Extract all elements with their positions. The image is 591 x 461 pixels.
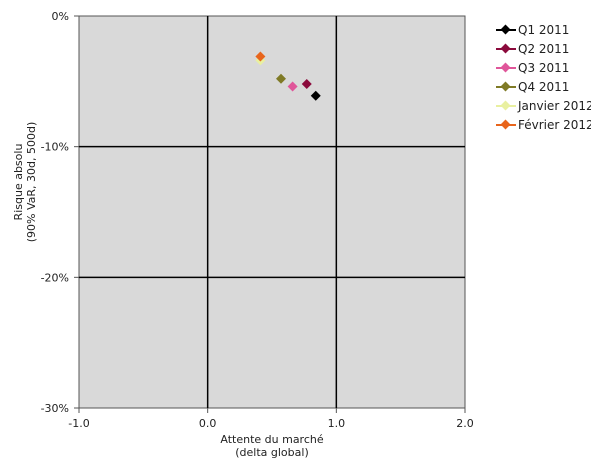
x-axis-title-line2: (delta global) [235,446,309,459]
y-tick-label: -10% [41,141,69,154]
legend-label: Q4 2011 [518,79,570,94]
legend-label: Janvier 2012 [518,98,591,113]
legend-marker-icon [496,62,516,74]
data-point-marker [276,73,287,84]
legend-item: Q1 2011 [496,20,591,39]
x-tick-label: -1.0 [68,417,89,430]
legend-marker-icon [496,81,516,93]
data-point-marker [301,78,312,89]
y-axis-title-line1: Risque absolu [12,144,25,221]
y-axis-ticks: 0% -10% -20% -30% [41,10,79,415]
y-tick-label: -30% [41,402,69,415]
x-axis-ticks: -1.0 0.0 1.0 2.0 [68,408,474,430]
y-tick-label: -20% [41,271,69,284]
y-axis-title-line2: (90% VaR, 30d, 500d) [25,122,38,243]
data-point-marker [255,51,266,62]
legend-marker-icon [496,100,516,112]
legend-item: Q4 2011 [496,77,591,96]
x-tick-label: 2.0 [456,417,474,430]
legend-label: Q1 2011 [518,22,570,37]
legend-marker-icon [496,24,516,36]
legend-label: Q3 2011 [518,60,570,75]
legend-label: Q2 2011 [518,41,570,56]
data-points [255,51,321,101]
data-point-marker [310,90,321,101]
legend-marker-icon [496,119,516,131]
legend-label: Février 2012 [518,117,591,132]
legend-item: Février 2012 [496,115,591,134]
x-tick-label: 1.0 [328,417,346,430]
legend-item: Q2 2011 [496,39,591,58]
legend: Q1 2011 Q2 2011 Q3 2011 Q4 2011 Janvier 2012… [496,20,591,134]
legend-item: Janvier 2012 [496,96,591,115]
gridlines [79,16,465,408]
legend-item: Q3 2011 [496,58,591,77]
plot-area [78,15,466,409]
y-tick-label: 0% [52,10,69,23]
x-axis-title-line1: Attente du marché [220,433,323,446]
legend-marker-icon [496,43,516,55]
data-point-marker [287,81,298,92]
x-tick-label: 0.0 [199,417,217,430]
